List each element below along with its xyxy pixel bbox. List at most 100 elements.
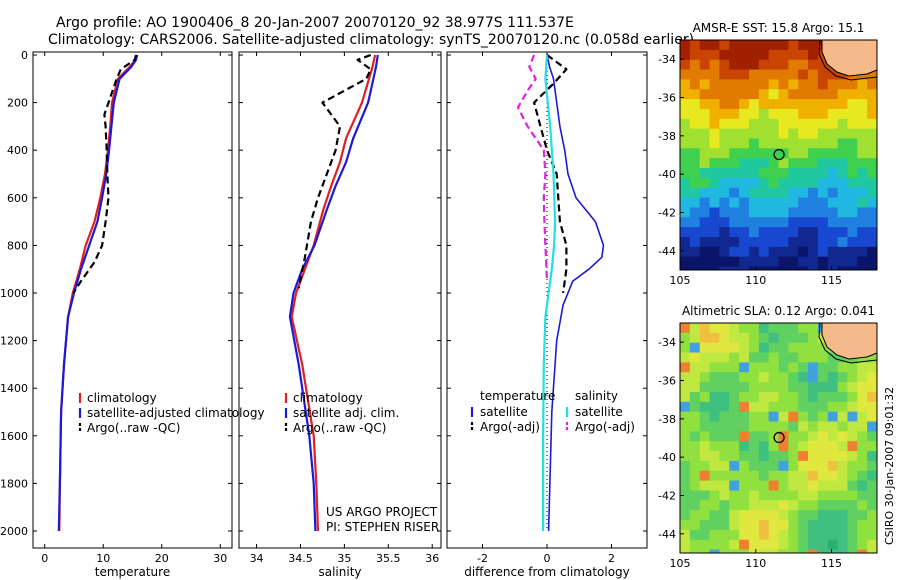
sla-map-cell <box>847 411 858 422</box>
sla-map-cell <box>739 352 750 363</box>
sla-map-cell <box>808 382 819 393</box>
sla-map-cell <box>798 529 809 541</box>
sst-map-cell <box>689 217 701 228</box>
sla-map-cell <box>699 332 711 344</box>
sst-map-cell <box>808 40 819 51</box>
sla-map-cell <box>729 362 740 373</box>
sst-map-cell <box>768 168 779 179</box>
sla-map-cell <box>788 372 799 383</box>
sla-map-cell <box>798 401 809 413</box>
sst-map-cell <box>808 227 819 238</box>
sla-map-cell <box>739 490 750 501</box>
sst-map-xtick-label: 110 <box>745 274 766 287</box>
sla-map-cell <box>788 470 799 482</box>
sst-map-cell <box>808 237 819 248</box>
salinity-series-climatology <box>290 54 377 532</box>
temperature-series-argo-raw-qc- <box>72 54 138 294</box>
sst-map-cell <box>758 118 770 130</box>
sla-map-cell <box>729 470 740 482</box>
sst-map-cell <box>827 79 839 90</box>
sst-map-cell <box>798 207 809 218</box>
temperature-xlabel: temperature <box>95 565 170 579</box>
project-label: US ARGO PROJECT <box>326 505 438 519</box>
sla-map-cell <box>808 342 819 354</box>
sst-map-cell <box>788 118 799 130</box>
sla-map-cell <box>778 401 789 413</box>
credit-label: CSIRO 30-Jan-2007 09:01:32 <box>883 387 896 545</box>
sst-map-cell <box>748 168 760 179</box>
sst-map-cell <box>768 59 779 71</box>
sla-map-cell <box>699 401 711 413</box>
sla-map-cell <box>729 411 740 422</box>
sla-map-cell <box>778 342 789 354</box>
sst-map-cell <box>680 108 691 120</box>
sla-map-cell <box>778 529 789 541</box>
sst-map-cell <box>847 266 858 270</box>
sst-map-cell <box>857 99 868 110</box>
sla-map-cell <box>867 421 877 432</box>
figure-title-line1: Argo profile: AO 1900406_8 20-Jan-2007 2… <box>56 15 574 31</box>
sst-map-ytick-label: -36 <box>658 92 676 105</box>
sst-map-cell <box>817 108 829 120</box>
sst-map-cell <box>748 49 760 61</box>
sla-map-cell <box>867 539 877 551</box>
sst-map-cell <box>778 40 789 51</box>
sst-map-cell <box>709 99 720 110</box>
sla-map-cell <box>837 401 848 413</box>
sla-map-cell <box>768 323 779 334</box>
sla-map-cell <box>817 480 829 491</box>
sst-map-cell <box>817 79 829 90</box>
sla-map-cell <box>729 323 740 334</box>
sla-map-argo-marker <box>773 431 785 444</box>
sla-map-cell <box>729 510 740 521</box>
sst-map-cell <box>837 227 848 238</box>
salinity-plot-frame <box>238 51 442 549</box>
sla-map-cell <box>798 470 809 482</box>
sla-map-cell <box>709 352 720 363</box>
sst-map-cell <box>857 237 868 248</box>
sst-map-cell <box>768 79 779 90</box>
sla-map-cell <box>798 549 809 553</box>
sla-map-cell <box>699 441 711 452</box>
sla-map-cell <box>709 460 720 472</box>
sla-map-cell <box>719 401 730 413</box>
sst-map-cell <box>709 158 720 169</box>
difference-xtick-label: -2 <box>477 552 488 565</box>
salinity-xtick-label: 35.5 <box>376 552 401 565</box>
sla-map-cell <box>837 529 848 541</box>
sla-map-cell <box>827 520 839 531</box>
sst-map-cell <box>729 128 740 139</box>
sst-map-cell <box>808 108 819 120</box>
sla-map-cell <box>827 362 839 373</box>
sst-map-cell <box>827 207 839 218</box>
sst-map-cell <box>729 246 740 258</box>
sst-map-cell <box>739 148 750 159</box>
sla-map-cell <box>837 411 848 422</box>
sla-map-cell <box>689 480 701 491</box>
sla-map-cell <box>758 352 770 363</box>
sst-map-cell <box>739 79 750 90</box>
temperature-plot-frame <box>32 51 233 549</box>
sla-map-cell <box>788 490 799 501</box>
sla-map-cell <box>798 451 809 462</box>
sla-map-cell <box>739 539 750 551</box>
sla-map-cell <box>739 342 750 354</box>
sst-map-cell <box>847 108 858 120</box>
sla-map-cell <box>827 490 839 501</box>
sla-map-cell <box>699 382 711 393</box>
sla-map-cell <box>729 441 740 452</box>
sst-map-cell <box>778 177 789 189</box>
sla-map-cell <box>817 451 829 462</box>
sst-map-cell <box>837 187 848 199</box>
sst-map-cell <box>778 89 789 100</box>
sla-map-cell <box>719 520 730 531</box>
sla-map-cell <box>699 421 711 432</box>
sst-map-cell <box>739 158 750 169</box>
sla-map-cell <box>798 510 809 521</box>
sla-map-cell <box>798 352 809 363</box>
sst-map-cell <box>837 138 848 149</box>
sst-map-cell <box>798 246 809 258</box>
legend-entry: climatology <box>293 391 363 405</box>
sla-map-cell <box>778 470 789 482</box>
sst-map-cell <box>788 237 799 248</box>
